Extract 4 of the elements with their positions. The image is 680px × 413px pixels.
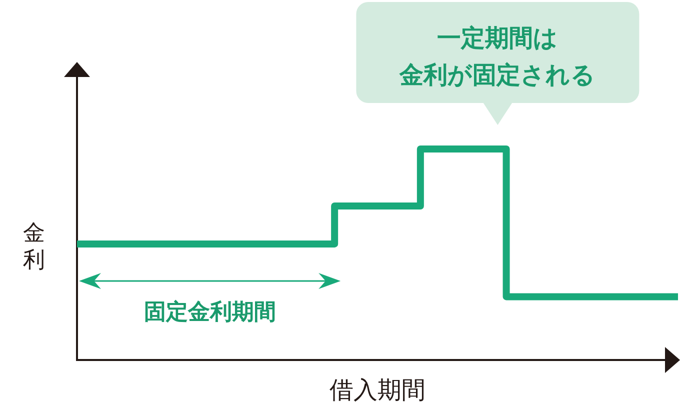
annotation: 固定金利期間 <box>144 298 276 325</box>
x-axis-title: 借入期間 <box>330 376 426 404</box>
annotation: 一定期間は金利が固定される <box>398 24 596 89</box>
y-axis-title: 金利 <box>23 221 45 273</box>
